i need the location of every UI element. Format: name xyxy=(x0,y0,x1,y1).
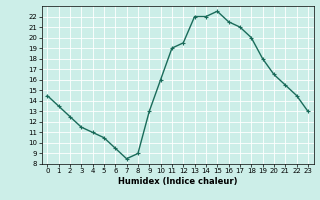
X-axis label: Humidex (Indice chaleur): Humidex (Indice chaleur) xyxy=(118,177,237,186)
